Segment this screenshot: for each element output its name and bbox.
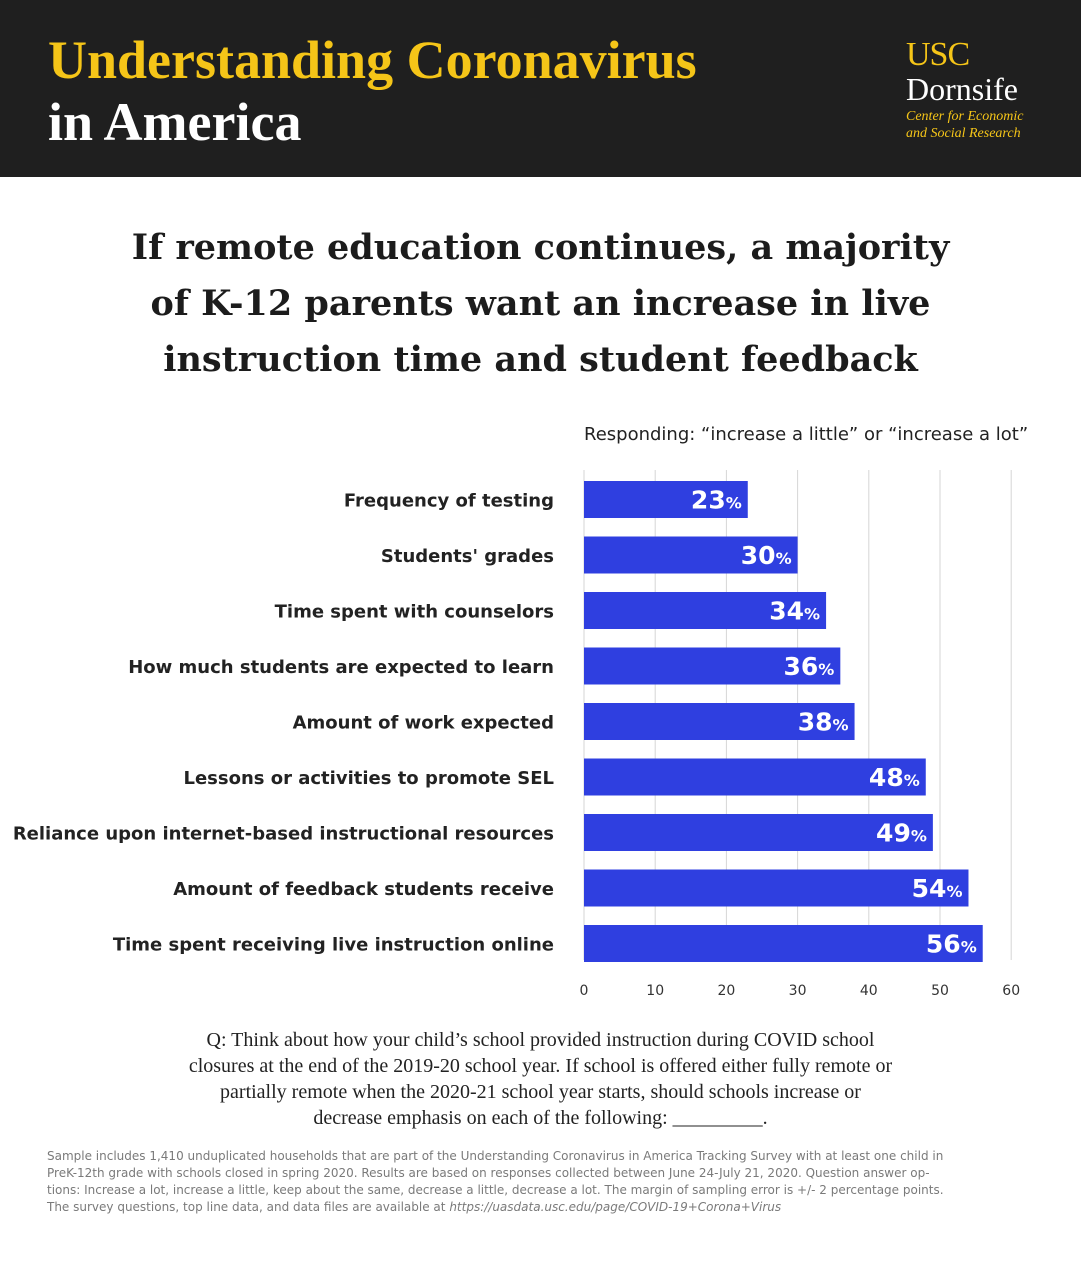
category-label: Reliance upon internet-based instruction…	[13, 824, 554, 845]
logo-subtitle: Center for Economic and Social Research	[906, 108, 1056, 142]
footnote-line4-text: The survey questions, top line data, and…	[47, 1200, 450, 1214]
data-label: 38%	[798, 708, 849, 737]
x-tick-label: 60	[1002, 983, 1020, 999]
x-tick-label: 20	[717, 983, 735, 999]
category-label: Time spent with counselors	[275, 602, 554, 623]
bar	[584, 869, 969, 907]
category-label: How much students are expected to learn	[128, 657, 554, 678]
footnote-line3: tions: Increase a lot, increase a little…	[47, 1183, 944, 1197]
x-tick-label: 0	[580, 983, 589, 999]
bar	[584, 481, 748, 518]
question-line1: Q: Think about how your child’s school p…	[206, 1029, 875, 1051]
question-line3: partially remote when the 2020-21 school…	[220, 1081, 861, 1103]
data-label: 36%	[783, 652, 834, 681]
banner-title-line2: in America	[48, 92, 302, 152]
banner-title-line1: Understanding Coronavirus	[48, 30, 697, 90]
usc-dornsife-logo: USC Dornsife Center for Economic and Soc…	[906, 38, 1056, 142]
footnote-line4: The survey questions, top line data, and…	[47, 1199, 1037, 1216]
bar-chart: 0 10 20 30 40 50 60 Frequency of testing 23% Stud…	[13, 470, 1020, 999]
headline-line1: If remote education continues, a majorit…	[131, 227, 950, 268]
data-label: 34%	[769, 597, 820, 626]
survey-question: Q: Think about how your child’s school p…	[0, 1027, 1081, 1131]
data-label: 54%	[912, 874, 963, 903]
logo-subtitle-line2: and Social Research	[906, 126, 1021, 141]
headline-line2: of K-12 parents want an increase in live	[150, 283, 931, 324]
category-label: Amount of feedback students receive	[173, 879, 554, 900]
bar	[584, 814, 933, 851]
x-tick-label: 50	[931, 983, 949, 999]
chart-subtitle: Responding: “increase a little” or “incr…	[584, 424, 1029, 445]
data-label: 49%	[876, 819, 927, 848]
logo-subtitle-line1: Center for Economic	[906, 109, 1024, 124]
question-line2: closures at the end of the 2019-20 schoo…	[188, 1055, 893, 1077]
data-label: 56%	[926, 930, 977, 959]
bar	[584, 758, 926, 796]
x-tick-label: 30	[789, 983, 807, 999]
footnote: Sample includes 1,410 unduplicated house…	[47, 1148, 1037, 1216]
category-label: Lessons or activities to promote SEL	[183, 768, 554, 789]
category-label: Time spent receiving live instruction on…	[113, 935, 554, 956]
x-tick-label: 40	[860, 983, 878, 999]
x-tick-label: 10	[646, 983, 664, 999]
bar	[584, 536, 798, 574]
headline-line3: instruction time and student feedback	[163, 339, 918, 380]
footnote-line1: Sample includes 1,410 unduplicated house…	[47, 1149, 944, 1163]
bar	[584, 592, 827, 629]
header-banner: Understanding Coronavirus in America USC…	[0, 0, 1081, 177]
chart-headline: If remote education continues, a majorit…	[0, 220, 1081, 388]
logo-usc: USC	[906, 36, 970, 73]
data-label: 48%	[869, 763, 920, 792]
bar	[584, 703, 855, 740]
category-label: Amount of work expected	[293, 713, 554, 734]
category-label: Students' grades	[381, 546, 554, 567]
footnote-url[interactable]: https://uasdata.usc.edu/page/COVID-19+Co…	[449, 1200, 782, 1214]
bar	[584, 647, 841, 685]
footnote-line2: PreK-12th grade with schools closed in s…	[47, 1166, 930, 1180]
bar	[584, 925, 983, 962]
question-line4: decrease emphasis on each of the followi…	[313, 1107, 768, 1129]
logo-dornsife: Dornsife	[906, 71, 1018, 107]
data-label: 30%	[741, 541, 792, 570]
category-label: Frequency of testing	[344, 491, 554, 512]
data-label: 23%	[691, 486, 742, 515]
